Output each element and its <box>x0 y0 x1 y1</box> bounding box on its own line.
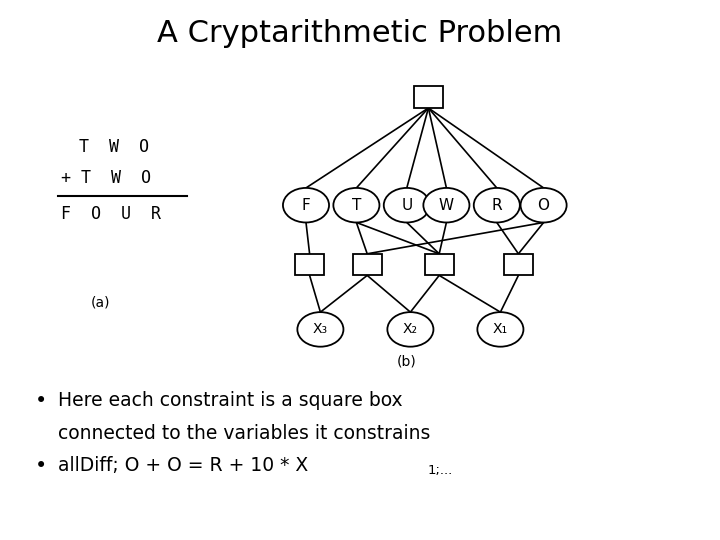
Circle shape <box>297 312 343 347</box>
Text: T  W  O: T W O <box>79 138 149 156</box>
Text: Here each constraint is a square box: Here each constraint is a square box <box>58 392 402 410</box>
Text: R: R <box>492 198 502 213</box>
Text: U: U <box>401 198 413 213</box>
Circle shape <box>283 188 329 222</box>
Bar <box>504 254 533 275</box>
Bar <box>295 254 324 275</box>
Text: (b): (b) <box>397 355 417 369</box>
Circle shape <box>477 312 523 347</box>
Circle shape <box>333 188 379 222</box>
Text: X₂: X₂ <box>403 322 418 336</box>
Circle shape <box>521 188 567 222</box>
Text: W: W <box>438 198 454 213</box>
Text: allDiff; O + O = R + 10 * X: allDiff; O + O = R + 10 * X <box>58 456 308 475</box>
Text: F  O  U  R: F O U R <box>61 205 161 223</box>
Circle shape <box>423 188 469 222</box>
Circle shape <box>384 188 430 222</box>
Text: connected to the variables it constrains: connected to the variables it constrains <box>58 424 430 443</box>
Text: F: F <box>302 198 310 213</box>
Text: X₃: X₃ <box>312 322 328 336</box>
Bar <box>414 86 443 108</box>
Text: •: • <box>35 456 47 476</box>
Text: X₁: X₁ <box>492 322 508 336</box>
Text: O: O <box>538 198 549 213</box>
Bar <box>425 254 454 275</box>
Text: T: T <box>351 198 361 213</box>
Circle shape <box>387 312 433 347</box>
Text: •: • <box>35 392 47 411</box>
Circle shape <box>474 188 520 222</box>
Text: (a): (a) <box>91 295 111 309</box>
Text: + T  W  O: + T W O <box>61 169 151 187</box>
Text: A Cryptarithmetic Problem: A Cryptarithmetic Problem <box>158 19 562 48</box>
Text: 1;...: 1;... <box>428 464 453 477</box>
Bar <box>353 254 382 275</box>
